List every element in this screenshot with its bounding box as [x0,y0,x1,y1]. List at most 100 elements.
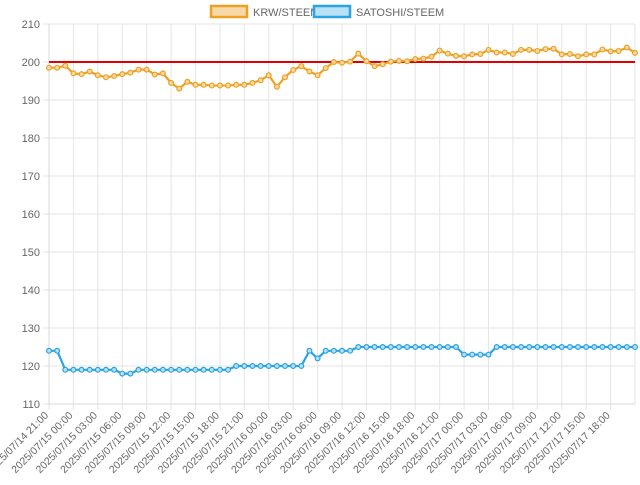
data-point-krw-steem[interactable] [542,46,549,53]
legend-item-krw-steem[interactable]: KRW/STEEM [209,4,319,19]
data-point-satoshi-steem[interactable] [412,344,419,351]
data-point-krw-steem[interactable] [395,57,402,64]
data-point-satoshi-steem[interactable] [477,351,484,358]
data-point-krw-steem[interactable] [501,49,508,56]
data-point-satoshi-steem[interactable] [550,344,557,351]
data-point-satoshi-steem[interactable] [575,344,582,351]
data-point-krw-steem[interactable] [257,77,264,84]
data-point-krw-steem[interactable] [192,81,199,88]
data-point-satoshi-steem[interactable] [461,351,468,358]
data-point-krw-steem[interactable] [477,51,484,58]
data-point-satoshi-steem[interactable] [159,366,166,373]
data-point-krw-steem[interactable] [452,52,459,59]
data-point-satoshi-steem[interactable] [135,366,142,373]
data-point-satoshi-steem[interactable] [583,344,590,351]
data-point-krw-steem[interactable] [70,70,77,77]
data-point-krw-steem[interactable] [436,47,443,54]
data-point-satoshi-steem[interactable] [241,363,248,370]
data-point-satoshi-steem[interactable] [306,347,313,354]
data-point-satoshi-steem[interactable] [54,347,61,354]
data-point-krw-steem[interactable] [534,47,541,54]
data-point-satoshi-steem[interactable] [493,344,500,351]
data-point-krw-steem[interactable] [566,51,573,58]
data-point-krw-steem[interactable] [290,66,297,73]
data-point-satoshi-steem[interactable] [225,366,232,373]
data-point-krw-steem[interactable] [282,74,289,81]
data-point-satoshi-steem[interactable] [371,344,378,351]
data-point-krw-steem[interactable] [62,62,69,69]
data-point-krw-steem[interactable] [78,71,85,78]
data-point-krw-steem[interactable] [558,51,565,58]
data-point-krw-steem[interactable] [485,46,492,53]
data-point-satoshi-steem[interactable] [623,344,630,351]
data-point-satoshi-steem[interactable] [347,347,354,354]
data-point-krw-steem[interactable] [119,71,126,78]
data-point-satoshi-steem[interactable] [404,344,411,351]
data-point-krw-steem[interactable] [428,53,435,60]
data-point-krw-steem[interactable] [469,51,476,58]
data-point-satoshi-steem[interactable] [192,366,199,373]
data-point-satoshi-steem[interactable] [314,355,321,362]
data-point-satoshi-steem[interactable] [420,344,427,351]
data-point-satoshi-steem[interactable] [501,344,508,351]
data-point-satoshi-steem[interactable] [62,366,69,373]
data-point-satoshi-steem[interactable] [111,366,118,373]
data-point-krw-steem[interactable] [208,82,215,89]
data-point-krw-steem[interactable] [249,79,256,86]
data-point-krw-steem[interactable] [379,61,386,68]
data-point-satoshi-steem[interactable] [330,347,337,354]
data-point-satoshi-steem[interactable] [216,366,223,373]
data-point-krw-steem[interactable] [216,82,223,89]
data-point-krw-steem[interactable] [412,55,419,62]
data-point-satoshi-steem[interactable] [428,344,435,351]
data-point-satoshi-steem[interactable] [184,366,191,373]
data-point-krw-steem[interactable] [200,81,207,88]
data-point-krw-steem[interactable] [265,72,272,79]
data-point-satoshi-steem[interactable] [127,370,134,377]
data-point-satoshi-steem[interactable] [86,366,93,373]
data-point-satoshi-steem[interactable] [615,344,622,351]
data-point-satoshi-steem[interactable] [339,347,346,354]
data-point-krw-steem[interactable] [135,66,142,73]
data-point-krw-steem[interactable] [225,82,232,89]
data-point-krw-steem[interactable] [127,69,134,76]
data-point-krw-steem[interactable] [168,79,175,86]
data-point-satoshi-steem[interactable] [298,363,305,370]
data-point-krw-steem[interactable] [404,58,411,65]
data-point-satoshi-steem[interactable] [45,347,52,354]
data-point-satoshi-steem[interactable] [631,344,638,351]
data-point-krw-steem[interactable] [347,58,354,65]
data-point-satoshi-steem[interactable] [452,344,459,351]
data-point-krw-steem[interactable] [575,53,582,60]
data-point-krw-steem[interactable] [461,53,468,60]
data-point-satoshi-steem[interactable] [143,366,150,373]
data-point-krw-steem[interactable] [607,48,614,55]
data-point-satoshi-steem[interactable] [70,366,77,373]
data-point-krw-steem[interactable] [420,55,427,62]
data-point-satoshi-steem[interactable] [469,351,476,358]
data-point-satoshi-steem[interactable] [599,344,606,351]
data-point-satoshi-steem[interactable] [322,347,329,354]
data-point-krw-steem[interactable] [159,70,166,77]
data-point-satoshi-steem[interactable] [395,344,402,351]
data-point-satoshi-steem[interactable] [379,344,386,351]
data-point-satoshi-steem[interactable] [444,344,451,351]
data-point-krw-steem[interactable] [371,63,378,70]
data-point-satoshi-steem[interactable] [509,344,516,351]
data-point-krw-steem[interactable] [45,64,52,71]
data-point-satoshi-steem[interactable] [485,351,492,358]
data-point-krw-steem[interactable] [623,44,630,51]
data-point-krw-steem[interactable] [314,72,321,79]
data-point-krw-steem[interactable] [298,63,305,70]
data-point-krw-steem[interactable] [339,59,346,66]
data-point-krw-steem[interactable] [387,58,394,65]
legend[interactable]: KRW/STEEM SATOSHI/STEEM [209,4,444,19]
data-point-satoshi-steem[interactable] [200,366,207,373]
data-point-satoshi-steem[interactable] [282,363,289,370]
data-point-satoshi-steem[interactable] [558,344,565,351]
data-point-krw-steem[interactable] [330,58,337,65]
data-point-satoshi-steem[interactable] [257,363,264,370]
data-point-satoshi-steem[interactable] [208,366,215,373]
data-point-krw-steem[interactable] [233,81,240,88]
data-point-satoshi-steem[interactable] [534,344,541,351]
